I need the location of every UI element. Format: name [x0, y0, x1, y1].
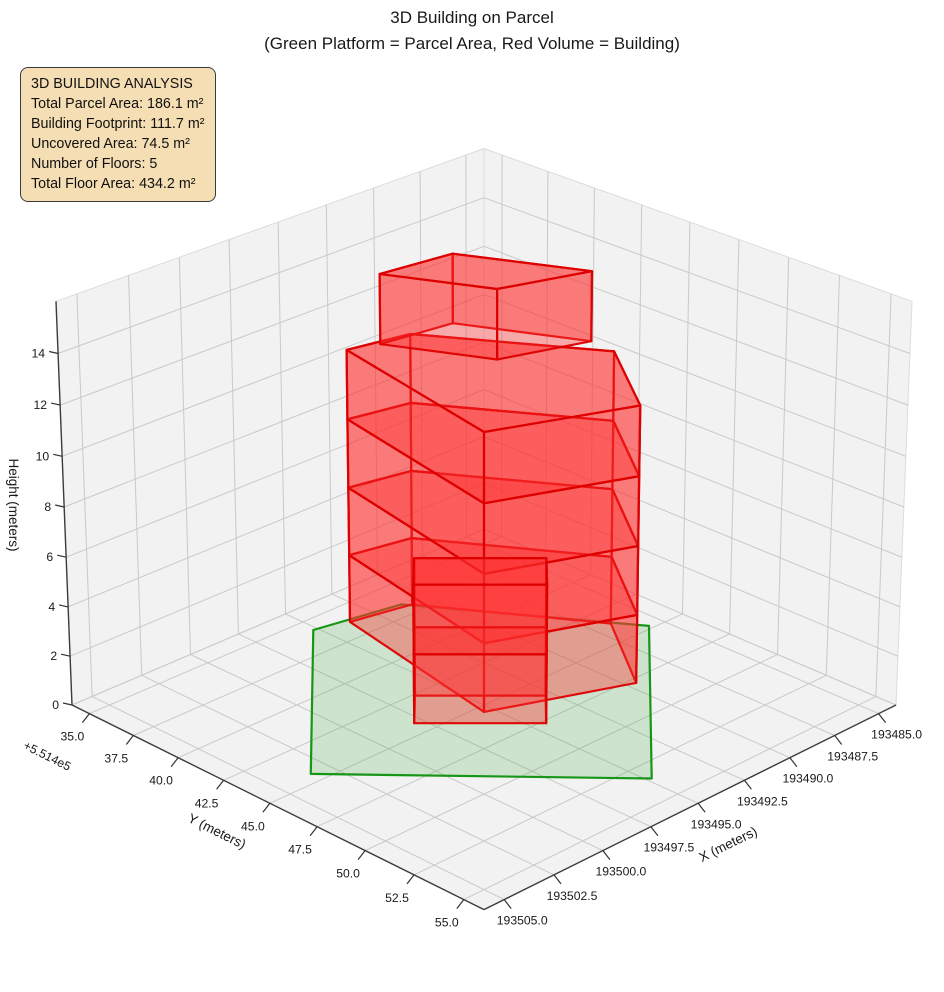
axes-grid [57, 155, 911, 901]
z-tick-label: 14 [32, 347, 46, 361]
z-tick-label: 4 [48, 600, 55, 614]
x-tick-label: 193505.0 [497, 914, 548, 928]
x-tick-label: 193485.0 [871, 728, 922, 742]
analysis-box: 3D BUILDING ANALYSIS Total Parcel Area: … [20, 67, 216, 202]
x-tick-label: 193492.5 [737, 794, 788, 808]
parcel-platform [309, 603, 653, 780]
y-tick-label: 55.0 [435, 916, 459, 930]
x-tick-label: 193497.5 [643, 841, 694, 855]
analysis-line: Building Footprint: 111.7 m² [31, 116, 205, 132]
y-axis-label: Y (meters) [185, 811, 248, 852]
y-tick-label: 42.5 [195, 796, 219, 810]
analysis-line: Uncovered Area: 74.5 m² [31, 136, 190, 152]
z-axis-label: Height (meters) [6, 458, 21, 551]
y-tick-label: 50.0 [336, 867, 360, 881]
analysis-line: Number of Floors: 5 [31, 156, 158, 172]
analysis-heading: 3D BUILDING ANALYSIS [31, 76, 193, 92]
y-tick-label: 35.0 [61, 730, 85, 744]
y-tick-label: 37.5 [104, 752, 128, 766]
x-tick-label: 193487.5 [827, 750, 878, 764]
chart-subtitle: (Green Platform = Parcel Area, Red Volum… [264, 34, 680, 53]
analysis-line: Total Parcel Area: 186.1 m² [31, 96, 204, 112]
x-tick-label: 193495.0 [691, 817, 742, 831]
y-tick-label: 47.5 [288, 843, 312, 857]
analysis-line: Total Floor Area: 434.2 m² [31, 176, 196, 192]
z-tick-label: 6 [46, 550, 53, 564]
y-tick-label: 40.0 [149, 774, 173, 788]
z-tick-label: 2 [50, 649, 57, 663]
x-tick-label: 193490.0 [782, 772, 833, 786]
y-tick-label: 45.0 [241, 819, 265, 833]
z-tick-label: 0 [52, 698, 59, 712]
y-axis-offset-text: +5.514e5 [21, 738, 73, 773]
axes-lines-and-ticks: 35.0 37.5 40.0 42.5 45.0 47.5 50.0 52.5 55.0 1934… [32, 301, 922, 930]
x-tick-label: 193502.5 [547, 889, 598, 903]
z-tick-label: 10 [36, 449, 50, 463]
z-tick-label: 8 [44, 500, 51, 514]
x-tick-label: 193500.0 [595, 865, 646, 879]
chart-title: 3D Building on Parcel [390, 8, 554, 27]
y-tick-label: 52.5 [385, 891, 409, 905]
z-tick-label: 12 [34, 398, 48, 412]
building-volume [345, 252, 642, 725]
